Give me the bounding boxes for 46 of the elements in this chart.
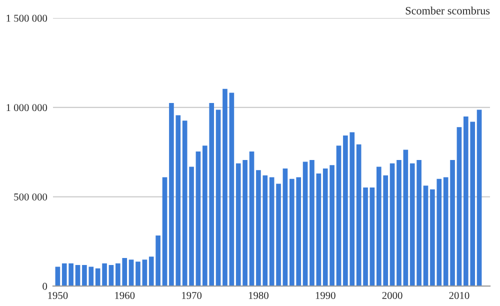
y-tick-label: 0 [42,282,48,290]
x-tick-label: 1950 [48,292,68,299]
bar [222,88,228,286]
bar [310,160,314,286]
bar [423,186,428,286]
bar [196,152,201,286]
bar [316,174,322,286]
x-tick-label: 2010 [449,292,470,299]
bar [302,162,308,286]
bar [182,120,188,286]
bar [162,177,168,286]
bar [75,265,80,286]
bar [443,177,448,286]
x-tick-label: 2000 [382,292,402,299]
bar [403,150,408,286]
bar [229,92,234,286]
x-tick-label: 1960 [115,292,135,299]
x-tick-label: 1980 [248,292,268,299]
bar [55,266,60,286]
bar [128,260,134,286]
bar [456,127,462,286]
chart-title: Scomber scombrus [406,6,490,14]
bar [363,187,368,286]
y-tick-label: 1 500 000 [6,14,48,22]
bar [102,263,107,286]
bar [142,260,148,286]
x-tick-label: 1970 [182,292,202,299]
bar [269,177,274,286]
bar [476,110,482,286]
bar [108,265,114,286]
bar [249,152,254,286]
bar [276,184,281,286]
bar [189,166,194,286]
bar [370,187,375,286]
bar [356,144,362,286]
x-tick-label: 1990 [316,292,336,299]
y-tick-label: 1 000 000 [6,104,48,112]
bar [216,110,221,286]
y-tick-label: 500 000 [14,193,48,200]
bar [396,160,402,286]
bar [450,160,455,286]
bar [282,168,288,286]
bar [390,163,395,286]
bar [336,146,342,286]
bar [136,262,140,286]
bar [95,268,100,286]
